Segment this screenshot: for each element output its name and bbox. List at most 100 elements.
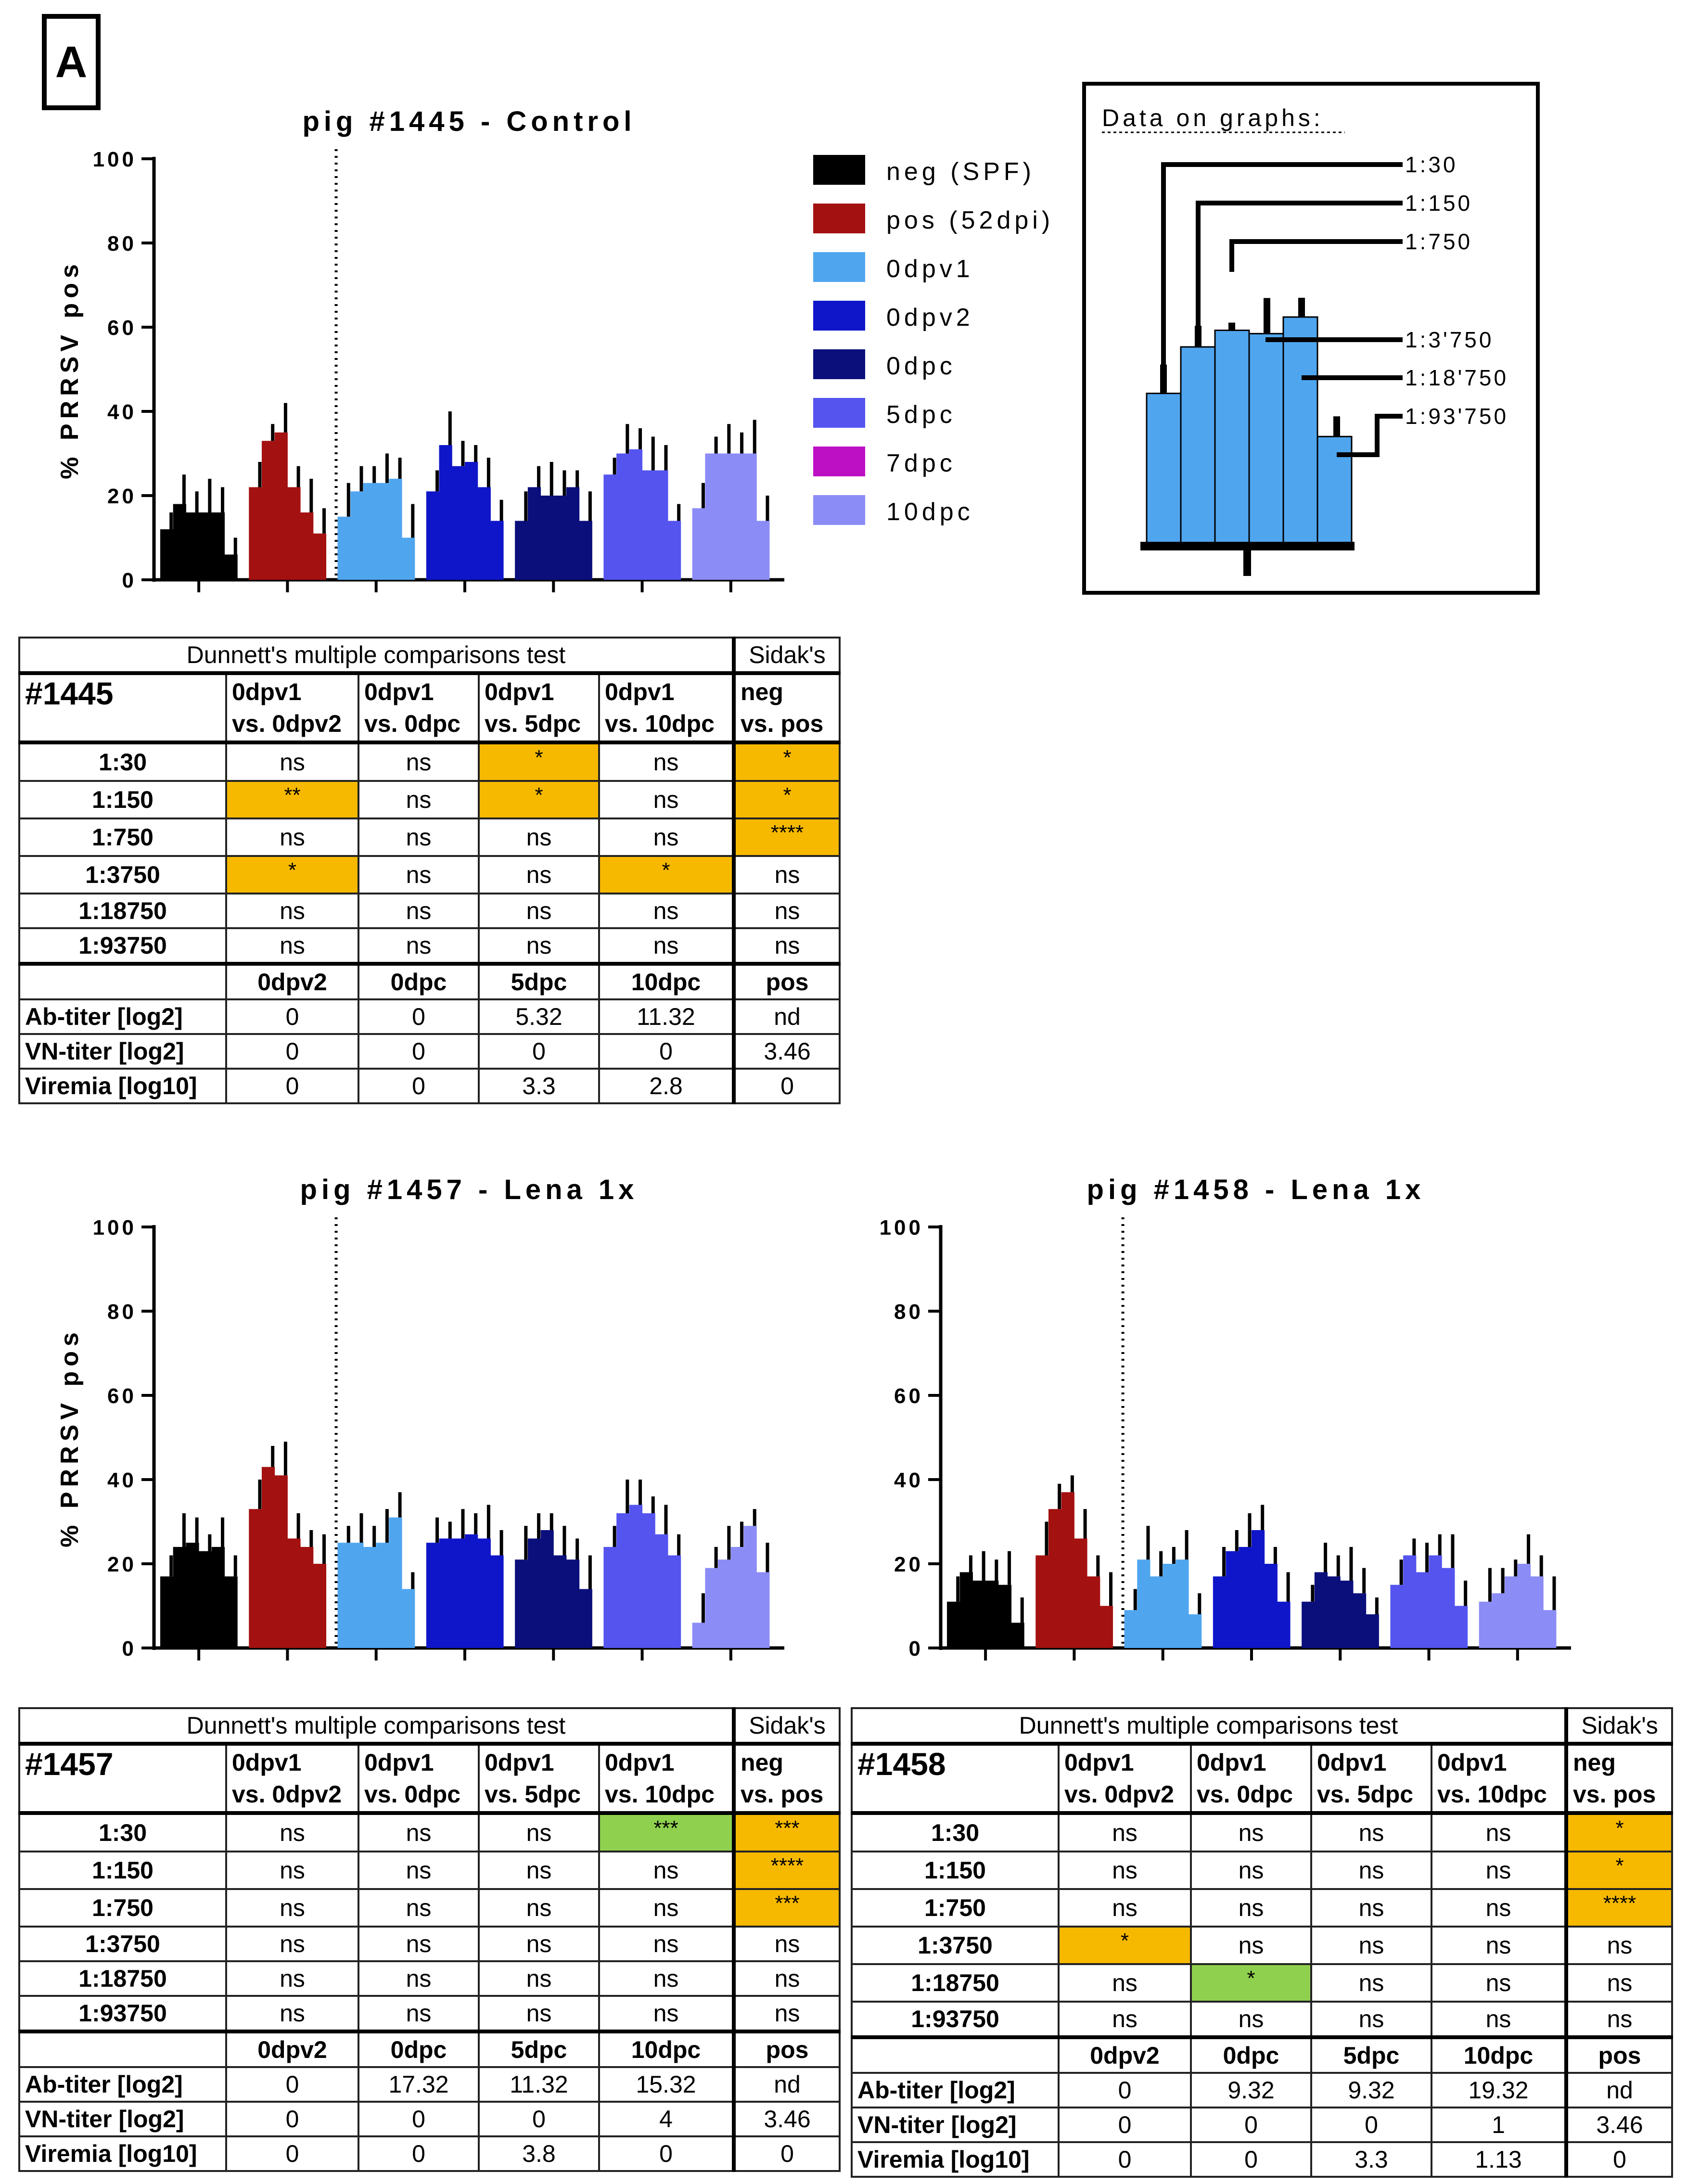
significance-cell: ns xyxy=(1564,1963,1673,2003)
bar xyxy=(1011,1622,1024,1648)
pig-id: #1445 xyxy=(18,671,227,743)
inset-dilution-label: 1:93'750 xyxy=(1405,404,1508,429)
dilution-label: 1:150 xyxy=(851,1851,1060,1890)
significance-cell: ns xyxy=(1564,2001,1673,2038)
timepoint-header: 0dpc xyxy=(1190,2035,1312,2074)
panel-label-box: A xyxy=(42,14,101,110)
dunnett-test-title: Dunnett's multiple comparisons test xyxy=(18,1707,735,1745)
metric-value: 3.3 xyxy=(1310,2141,1432,2178)
significance-cell: ns xyxy=(598,780,735,819)
significance-cell: * xyxy=(478,780,600,819)
comparison-ref: neg xyxy=(741,1749,783,1776)
comparison-target: vs. 5dpc xyxy=(485,1781,581,1808)
bar xyxy=(692,508,705,580)
metric-value: 0 xyxy=(1310,2107,1432,2143)
inset-data-on-graphs: Data on graphs: 1:30 1:150 1:750 1:3'750 1:18… xyxy=(1082,82,1540,595)
dilution-label: 1:3750 xyxy=(18,855,227,894)
legend-label: 7dpc xyxy=(886,449,956,477)
significance-cell: ns xyxy=(478,1888,600,1928)
significance-cell: ns xyxy=(358,780,480,819)
inset-bar xyxy=(1282,316,1318,547)
metric-value: 9.32 xyxy=(1310,2072,1432,2108)
bar xyxy=(1543,1610,1557,1648)
inset-dilution-label: 1:30 xyxy=(1405,152,1458,177)
bar xyxy=(667,1555,681,1648)
sidak-test-title: Sidak's xyxy=(732,1707,841,1745)
bar xyxy=(211,1547,225,1648)
bar xyxy=(1403,1555,1417,1648)
comparison-header: 0dpv1 vs. 5dpc xyxy=(478,1742,600,1814)
stats-table-1445: Dunnett's multiple comparisons test Sidak… xyxy=(18,637,841,1104)
significance-cell: ** xyxy=(225,780,359,819)
metric-value: 0 xyxy=(1190,2107,1312,2143)
dilution-label: 1:150 xyxy=(18,1851,227,1890)
significance-cell: ns xyxy=(1431,1888,1567,1928)
bar xyxy=(261,441,275,580)
significance-cell: ns xyxy=(598,927,735,965)
bar xyxy=(1366,1614,1379,1648)
comparison-ref: 0dpv1 xyxy=(1317,1749,1387,1776)
bar xyxy=(439,1538,452,1648)
bar xyxy=(224,554,238,580)
significance-cell: ns xyxy=(358,1926,480,1962)
legend-swatch xyxy=(813,398,865,428)
bar xyxy=(199,512,212,580)
metric-value: 0 xyxy=(358,1068,480,1104)
timepoint-header: 0dpv2 xyxy=(1058,2035,1192,2074)
metric-label: Ab-titer [log2] xyxy=(18,998,227,1035)
metric-value: 19.32 xyxy=(1431,2072,1567,2108)
significance-cell: ns xyxy=(1310,1963,1432,2003)
inset-title: Data on graphs: xyxy=(1102,104,1324,131)
bar xyxy=(490,1555,504,1648)
bar xyxy=(998,1584,1012,1648)
bar xyxy=(515,1559,528,1648)
bar xyxy=(300,1547,314,1648)
metric-value: 0 xyxy=(1190,2141,1312,2178)
metric-corner xyxy=(18,2030,227,2068)
comparison-header: neg vs. pos xyxy=(732,1742,841,1814)
bar xyxy=(337,1543,351,1648)
timepoint-header: 10dpc xyxy=(598,2030,735,2068)
bar xyxy=(1074,1538,1087,1648)
dilution-label: 1:3750 xyxy=(18,1926,227,1962)
comparison-target: vs. 0dpc xyxy=(364,710,461,737)
significance-cell: ns xyxy=(1431,1851,1567,1890)
bar xyxy=(1517,1564,1531,1648)
bar xyxy=(464,1534,478,1648)
bar xyxy=(1314,1572,1328,1648)
bar xyxy=(616,453,630,580)
bar xyxy=(199,1551,212,1648)
bar xyxy=(261,1467,275,1648)
bar xyxy=(603,1547,617,1648)
bar xyxy=(1048,1509,1062,1648)
significance-cell: ns xyxy=(1190,2001,1312,2038)
bar xyxy=(566,487,580,580)
y-tick-label: 80 xyxy=(107,1300,137,1324)
bar xyxy=(1099,1606,1113,1648)
significance-cell: ns xyxy=(358,1811,480,1852)
significance-cell: ns xyxy=(598,1926,735,1962)
metric-value: nd xyxy=(732,2066,841,2103)
bar xyxy=(655,470,668,580)
bar xyxy=(490,521,504,580)
timepoint-header: 5dpc xyxy=(1310,2035,1432,2074)
bar xyxy=(629,449,643,580)
metric-value: 0 xyxy=(732,1068,841,1104)
significance-cell: ns xyxy=(1310,2001,1432,2038)
metric-label: VN-titer [log2] xyxy=(851,2107,1060,2143)
bar xyxy=(1035,1555,1049,1648)
bar xyxy=(186,512,199,580)
dilution-label: 1:150 xyxy=(18,780,227,819)
dilution-label: 1:93750 xyxy=(18,1995,227,2032)
significance-cell: ns xyxy=(1310,1811,1432,1852)
bar xyxy=(350,1543,364,1648)
significance-cell: ns xyxy=(225,1926,359,1962)
dilution-label: 1:3750 xyxy=(851,1926,1060,1965)
comparison-header: neg vs. pos xyxy=(732,671,841,743)
bar xyxy=(743,1526,757,1648)
inset-bar xyxy=(1180,346,1216,547)
comparison-target: vs. 5dpc xyxy=(485,710,581,737)
bar xyxy=(730,1547,744,1648)
significance-cell: ns xyxy=(478,1995,600,2032)
bar xyxy=(1176,1559,1189,1648)
